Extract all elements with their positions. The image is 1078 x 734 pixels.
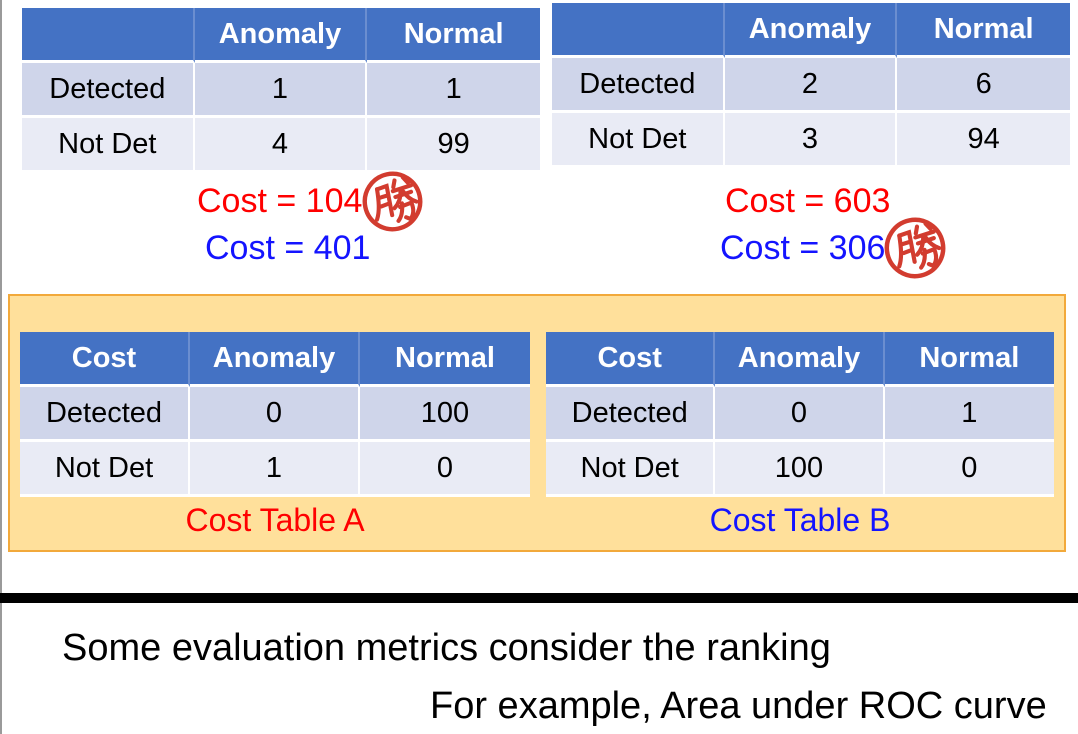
cost-table-b: Cost Anomaly Normal Detected 0 1 Not Det… (546, 332, 1054, 497)
footer-line-2: For example, Area under ROC curve (430, 685, 1047, 727)
table-row: Not Det 3 94 (552, 113, 1070, 168)
cell-value: 1 (367, 63, 540, 118)
cell-value: 0 (190, 387, 360, 442)
cell-value: 4 (194, 118, 368, 173)
section-divider-line (0, 593, 1078, 603)
cell-value: 0 (360, 442, 530, 497)
cost-b-left: Cost = 401 (205, 229, 371, 267)
cost-tables-panel: Cost Anomaly Normal Detected 0 100 Not D… (8, 294, 1066, 552)
cell-value: 3 (724, 113, 898, 168)
cost-table-b-caption: Cost Table B (709, 502, 891, 538)
row-label: Not Det (20, 442, 190, 497)
row-label: Detected (546, 387, 716, 442)
cost-a-left: Cost = 104 (197, 182, 363, 220)
cost-a-right: Cost = 603 (725, 182, 891, 220)
slide-left-border (0, 0, 2, 734)
win-stamp-icon (355, 164, 430, 239)
cost-table-a-caption: Cost Table A (185, 502, 365, 538)
cell-value: 1 (190, 442, 360, 497)
cost-b-right: Cost = 306 (720, 229, 886, 267)
confusion-table-left: Anomaly Normal Detected 1 1 Not Det 4 99 (22, 8, 540, 173)
col-header-anomaly: Anomaly (190, 332, 360, 387)
cell-value: 6 (897, 58, 1070, 113)
table-row: Detected 0 1 (546, 387, 1054, 442)
col-header-cost: Cost (546, 332, 716, 387)
cell-value: 1 (884, 387, 1054, 442)
col-header-anomaly: Anomaly (724, 3, 898, 58)
confusion-table-right: Anomaly Normal Detected 2 6 Not Det 3 94 (552, 3, 1070, 168)
table-row: Detected 0 100 (20, 387, 530, 442)
col-header-anomaly: Anomaly (715, 332, 885, 387)
cell-value: 99 (367, 118, 540, 173)
cell-value: 100 (360, 387, 530, 442)
win-stamp-icon (877, 210, 953, 286)
cell-value: 94 (897, 113, 1070, 168)
table-row: Not Det 100 0 (546, 442, 1054, 497)
header-row: Anomaly Normal (22, 8, 540, 63)
cell-value: 100 (715, 442, 885, 497)
table-row: Detected 1 1 (22, 63, 540, 118)
col-header-cost: Cost (20, 332, 190, 387)
header-row: Cost Anomaly Normal (20, 332, 530, 387)
cell-value: 0 (884, 442, 1054, 497)
col-header-normal: Normal (360, 332, 530, 387)
corner-cell (22, 8, 195, 63)
row-label: Not Det (552, 113, 725, 168)
col-header-normal: Normal (367, 8, 540, 63)
row-label: Not Det (22, 118, 195, 173)
table-row: Detected 2 6 (552, 58, 1070, 113)
row-label: Detected (20, 387, 190, 442)
col-header-anomaly: Anomaly (194, 8, 368, 63)
row-label: Detected (552, 58, 725, 113)
header-row: Cost Anomaly Normal (546, 332, 1054, 387)
table-row: Not Det 4 99 (22, 118, 540, 173)
cell-value: 0 (715, 387, 885, 442)
corner-cell (552, 3, 725, 58)
col-header-normal: Normal (897, 3, 1070, 58)
row-label: Not Det (546, 442, 716, 497)
header-row: Anomaly Normal (552, 3, 1070, 58)
footer-line-1: Some evaluation metrics consider the ran… (62, 627, 831, 669)
col-header-normal: Normal (884, 332, 1054, 387)
table-row: Not Det 1 0 (20, 442, 530, 497)
cost-table-a: Cost Anomaly Normal Detected 0 100 Not D… (20, 332, 530, 497)
cell-value: 2 (724, 58, 898, 113)
cell-value: 1 (194, 63, 368, 118)
row-label: Detected (22, 63, 195, 118)
